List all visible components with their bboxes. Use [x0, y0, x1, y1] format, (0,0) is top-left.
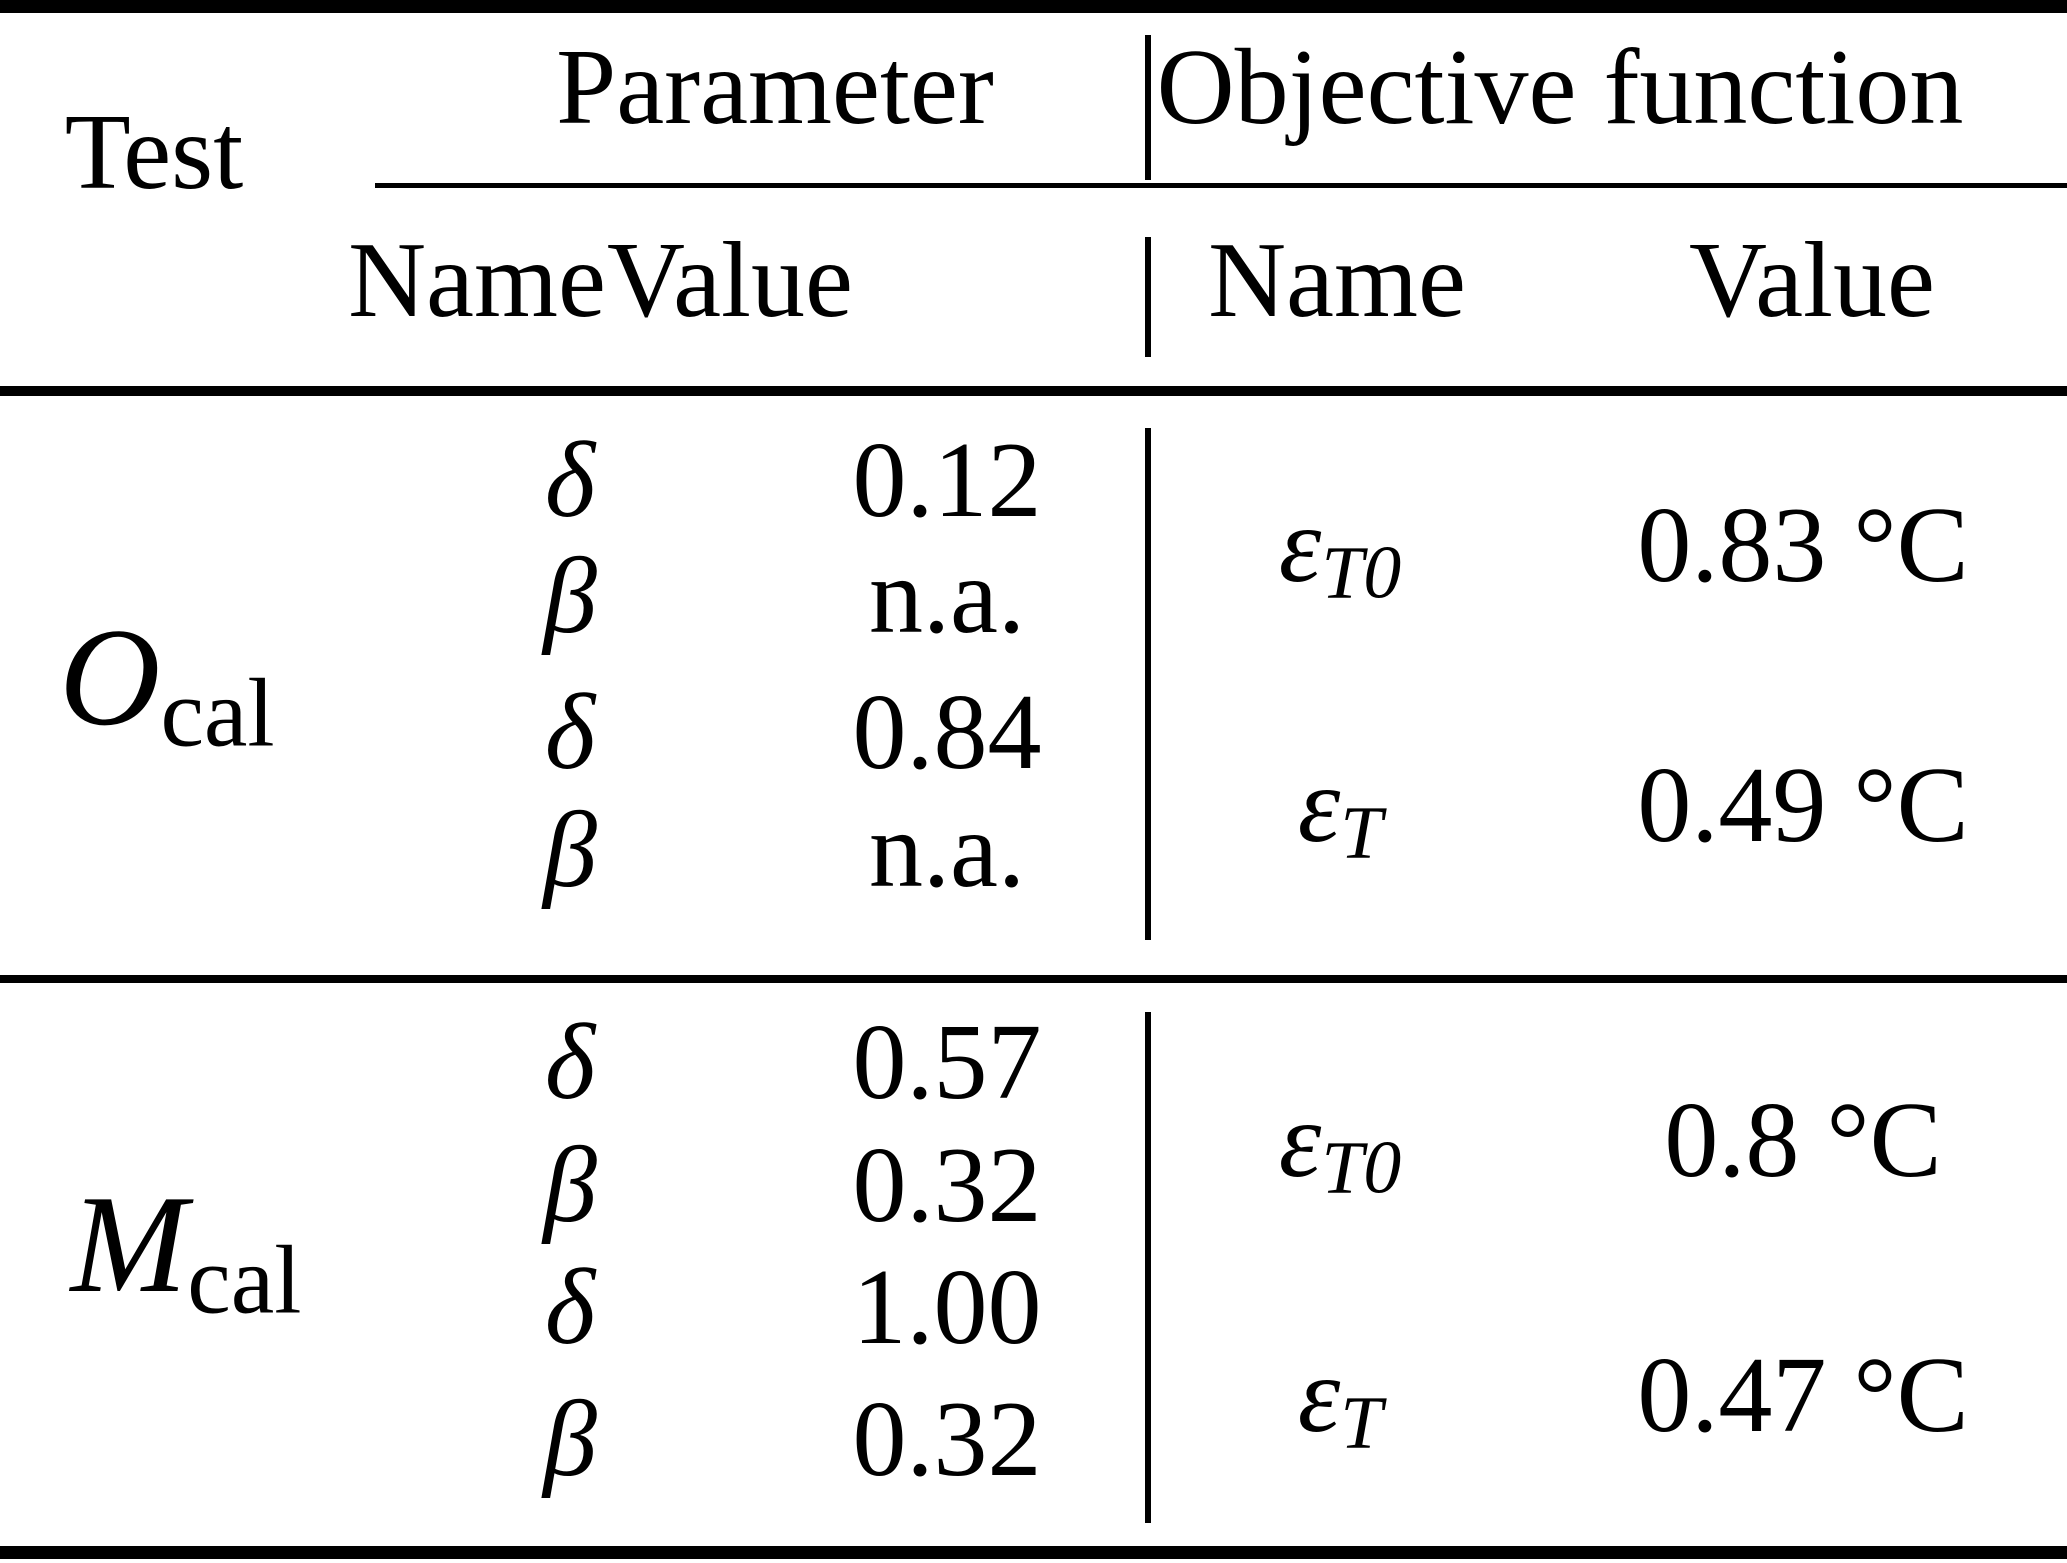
objective-value-cell: 0.83 °C: [1637, 486, 1969, 605]
test-label-mcal: Mcal: [71, 1175, 302, 1330]
header-test: Test: [64, 93, 244, 212]
bottom-rule: [0, 1546, 2067, 1559]
param-value-cell: 0.57: [852, 1003, 1042, 1122]
param-name-cell: δ: [544, 1003, 596, 1122]
subheader-obj-name: Name: [1208, 221, 1466, 340]
objective-name-cell: εT: [1298, 752, 1383, 871]
param-value-cell: 0.32: [852, 1380, 1042, 1499]
column-divider-segment-group2: [1145, 1012, 1151, 1523]
objective-name-cell: εT0: [1279, 492, 1401, 611]
objective-value-cell: 0.47 °C: [1637, 1336, 1969, 1455]
subheader-param-value: Value: [607, 221, 853, 340]
param-value-cell: 0.84: [852, 673, 1042, 792]
param-name-cell: δ: [544, 421, 596, 540]
test-symbol: M: [70, 1167, 188, 1322]
epsilon-subscript: T0: [1321, 531, 1402, 615]
header-midrule: [0, 386, 2067, 396]
test-symbol: O: [59, 600, 161, 755]
subheader-obj-value: Value: [1689, 221, 1935, 340]
param-value-cell: 0.32: [852, 1126, 1042, 1245]
epsilon-subscript: T0: [1321, 1126, 1402, 1210]
param-name-cell: β: [543, 1380, 597, 1499]
objective-value-cell: 0.8 °C: [1664, 1081, 1942, 1200]
header-parameter-group: Parameter: [556, 28, 994, 147]
group-divider-rule: [0, 975, 2067, 983]
param-name-cell: δ: [544, 1248, 596, 1367]
epsilon-symbol: ε: [1278, 1081, 1322, 1200]
epsilon-subscript: T: [1340, 791, 1383, 875]
top-rule: [0, 0, 2067, 13]
column-divider-segment-header-top: [1145, 35, 1151, 180]
param-value-cell: n.a.: [869, 537, 1025, 656]
test-label-ocal: Ocal: [59, 608, 274, 763]
objective-name-cell: εT: [1298, 1342, 1383, 1461]
column-divider-segment-group1: [1145, 428, 1151, 940]
epsilon-subscript: T: [1340, 1381, 1383, 1465]
param-name-cell: β: [543, 1126, 597, 1245]
param-value-cell: 0.12: [852, 421, 1042, 540]
param-name-cell: δ: [544, 673, 596, 792]
objective-name-cell: εT0: [1279, 1087, 1401, 1206]
param-value-cell: n.a.: [869, 791, 1025, 910]
test-symbol-subscript: cal: [160, 659, 275, 768]
epsilon-symbol: ε: [1278, 486, 1322, 605]
objective-value-cell: 0.49 °C: [1637, 746, 1969, 865]
param-name-cell: β: [543, 791, 597, 910]
param-name-cell: β: [543, 537, 597, 656]
epsilon-symbol: ε: [1297, 1336, 1341, 1455]
column-divider-segment-header-bottom: [1145, 237, 1151, 357]
header-objective-group: Objective function: [1156, 28, 1964, 147]
param-value-cell: 1.00: [852, 1248, 1042, 1367]
subheader-param-name: Name: [348, 221, 606, 340]
header-cmidrule: [375, 183, 2067, 188]
test-symbol-subscript: cal: [187, 1226, 302, 1335]
epsilon-symbol: ε: [1297, 746, 1341, 865]
